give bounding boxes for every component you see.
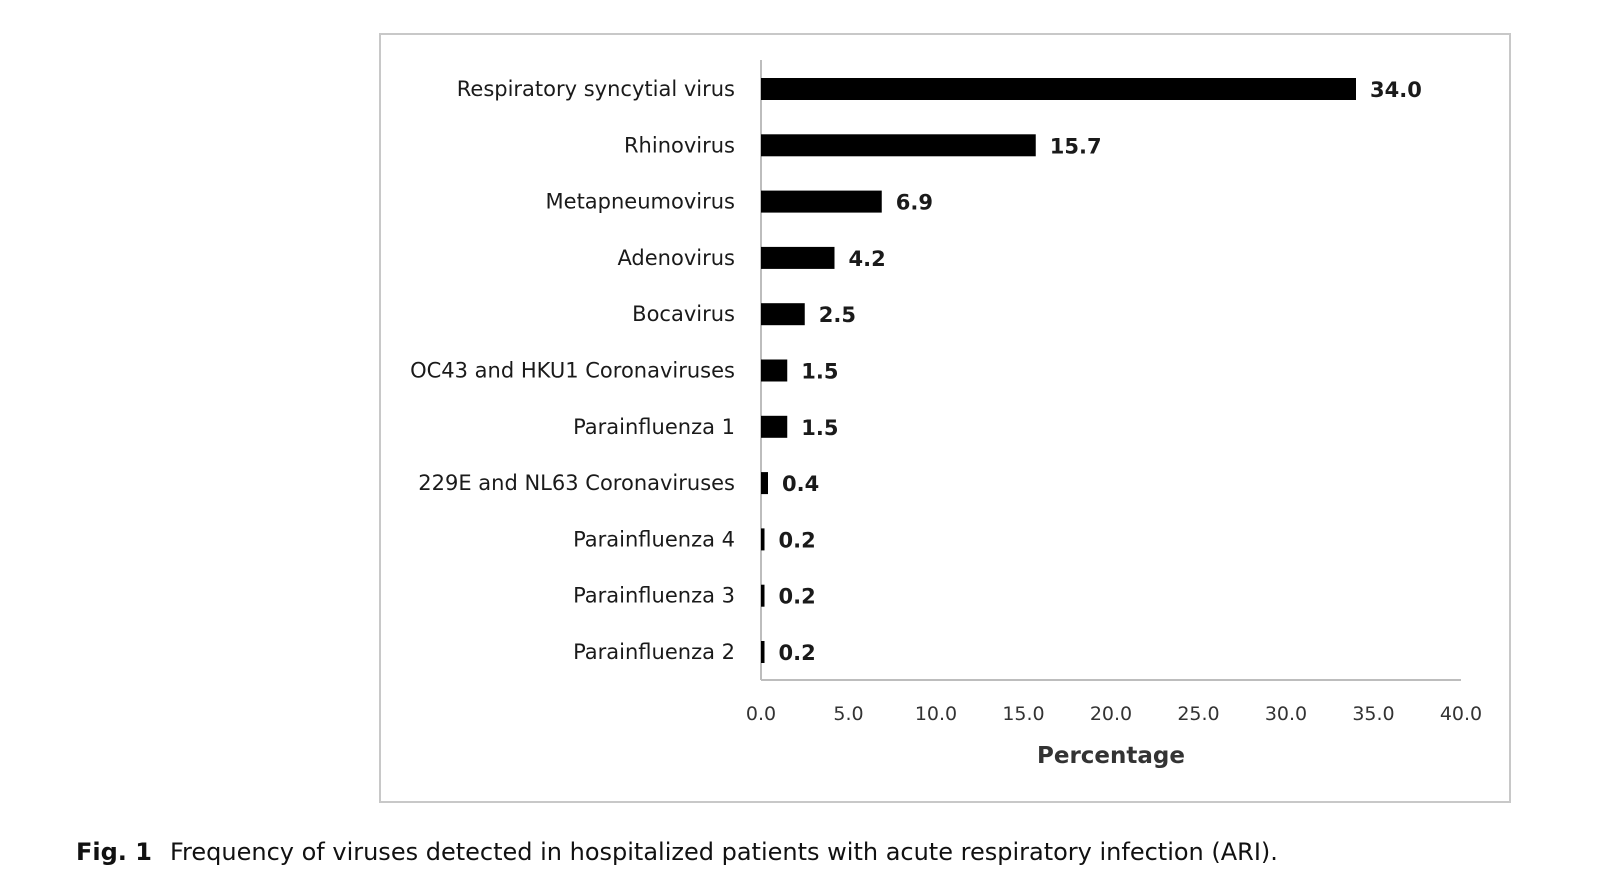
bar xyxy=(761,415,788,438)
x-tick-label: 30.0 xyxy=(1265,703,1307,725)
chart-frame xyxy=(379,33,1511,803)
bar xyxy=(761,584,765,607)
category-label: Parainfluenza 3 xyxy=(573,584,735,608)
category-label: Bocavirus xyxy=(632,302,735,326)
bar xyxy=(761,78,1356,100)
data-label: 1.5 xyxy=(801,360,838,384)
value-labels: 34.0 15.7 6.9 4.2 2.5 1.5 1.5 0.4 0.2 0.2 0.2 xyxy=(779,78,1422,665)
bar xyxy=(761,641,765,663)
figure-label: Fig. 1 xyxy=(76,838,152,866)
category-label: Rhinovirus xyxy=(624,133,735,157)
bar xyxy=(761,472,768,495)
data-label: 0.2 xyxy=(779,585,816,609)
data-label: 4.2 xyxy=(849,247,886,271)
x-tick-label: 25.0 xyxy=(1177,703,1219,725)
x-tick-label: 40.0 xyxy=(1440,703,1482,725)
data-label: 34.0 xyxy=(1370,78,1422,102)
data-label: 0.4 xyxy=(782,472,819,496)
x-tick-label: 20.0 xyxy=(1090,703,1132,725)
category-label: Parainfluenza 1 xyxy=(573,415,735,439)
figure-caption: Fig. 1 Frequency of viruses detected in h… xyxy=(76,838,1278,866)
x-tick-labels: 0.0 5.0 10.0 15.0 20.0 25.0 30.0 35.0 40.0 xyxy=(746,703,1482,725)
bars xyxy=(761,78,1356,663)
bar xyxy=(761,359,788,382)
data-label: 6.9 xyxy=(896,191,933,215)
bar xyxy=(761,246,835,269)
category-labels: Respiratory syncytial virus Rhinovirus Met… xyxy=(410,77,735,664)
bar xyxy=(761,134,1036,157)
x-tick-label: 15.0 xyxy=(1002,703,1044,725)
bar xyxy=(761,528,765,551)
x-axis-title: Percentage xyxy=(1037,743,1185,769)
category-label: Parainfluenza 4 xyxy=(573,527,735,551)
x-tick-label: 5.0 xyxy=(833,703,863,725)
x-tick-label: 10.0 xyxy=(915,703,957,725)
data-label: 0.2 xyxy=(779,641,816,665)
category-label: Respiratory syncytial virus xyxy=(457,77,735,101)
figure-caption-text: Frequency of viruses detected in hospita… xyxy=(169,838,1278,866)
data-label: 0.2 xyxy=(779,528,816,552)
bar xyxy=(761,303,805,326)
bar-chart: Respiratory syncytial virus Rhinovirus Met… xyxy=(379,33,1511,803)
x-tick-label: 0.0 xyxy=(746,703,776,725)
bar xyxy=(761,190,882,213)
data-label: 1.5 xyxy=(801,416,838,440)
category-label: Parainfluenza 2 xyxy=(573,640,735,664)
data-label: 15.7 xyxy=(1050,134,1102,158)
category-label: Adenovirus xyxy=(617,246,735,270)
x-tick-label: 35.0 xyxy=(1352,703,1394,725)
category-label: Metapneumovirus xyxy=(546,190,735,214)
data-label: 2.5 xyxy=(819,303,856,327)
category-label: OC43 and HKU1 Coronaviruses xyxy=(410,359,735,383)
category-label: 229E and NL63 Coronaviruses xyxy=(418,471,735,495)
